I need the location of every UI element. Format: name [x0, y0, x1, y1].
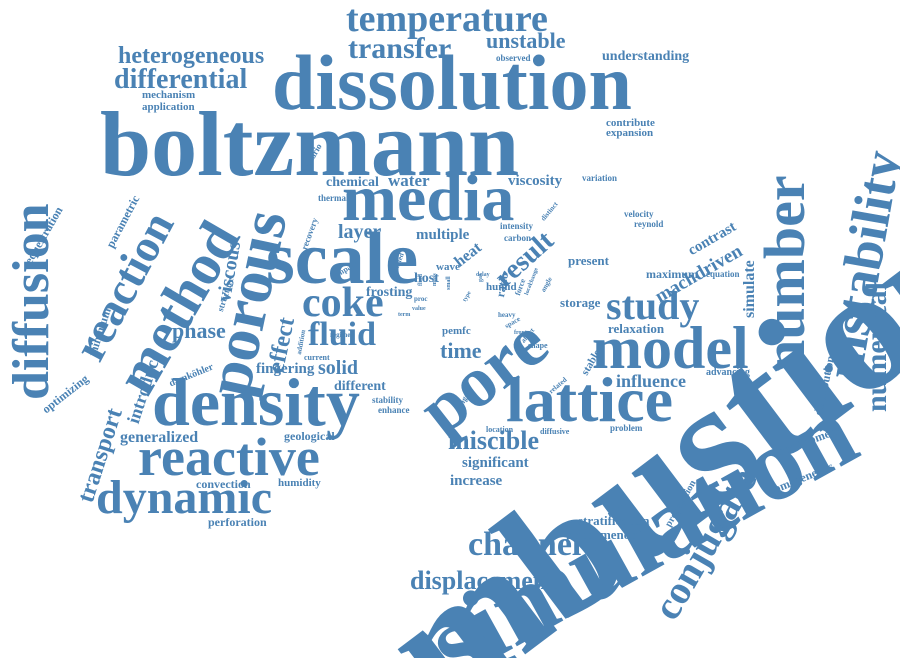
word-frosting: frosting: [366, 285, 413, 300]
word-geological: geological: [284, 429, 335, 443]
word-reynold: reynold: [634, 219, 664, 229]
word-storage: storage: [560, 295, 601, 310]
word-wave: wave: [436, 261, 460, 273]
word-simulate: simulate: [741, 260, 758, 318]
word-shape: shape: [528, 341, 548, 350]
word-carbon: carbon: [504, 233, 531, 243]
word-miscible: miscible: [448, 426, 539, 455]
word-viscosity: viscosity: [508, 173, 563, 189]
word-scale: scale: [266, 218, 419, 300]
word-delay: delay: [476, 272, 490, 278]
word-chemical: chemical: [326, 175, 379, 190]
word-ratio: ratio: [493, 271, 512, 299]
word-distinct: distinct: [539, 200, 560, 223]
word-fluid-small: fluid: [418, 273, 424, 286]
word-increase: increase: [450, 473, 503, 489]
word-humidity: humidity: [278, 477, 321, 489]
word-expansion: expansion: [606, 127, 654, 139]
word-multiple: multiple: [416, 227, 470, 243]
word-application: application: [142, 101, 195, 113]
word-time: time: [440, 338, 482, 363]
word-intensity: intensity: [500, 221, 534, 231]
word-number: number: [752, 175, 817, 372]
word-angle: angle: [539, 275, 555, 294]
word-temperature: temperature: [346, 0, 548, 40]
word-mechanism: mechanism: [142, 89, 196, 101]
word-influence: influence: [616, 371, 686, 391]
word-solid: solid: [318, 357, 359, 379]
word-velocity: velocity: [624, 209, 654, 219]
word-perforation: perforation: [208, 515, 267, 529]
word-mass: mass: [432, 273, 438, 286]
word-small: small: [446, 276, 452, 290]
word-fluid: fluid: [308, 316, 377, 353]
word-study: study: [606, 283, 700, 328]
word-maximum: maximum: [646, 267, 698, 281]
word-thermal: thermal: [318, 193, 349, 203]
word-pemfc: pemfc: [442, 325, 471, 337]
word-layer: layer: [338, 221, 382, 243]
word-unstable: unstable: [486, 28, 566, 53]
word-different: different: [334, 379, 386, 394]
word-stratification: stratification: [578, 513, 650, 528]
word-generalized: generalized: [120, 429, 199, 446]
word-water: water: [388, 171, 430, 190]
word-fingering: fingering: [256, 361, 315, 377]
word-location: location: [486, 425, 514, 434]
word-addition: addition: [295, 329, 308, 356]
word-enhance: enhance: [378, 405, 410, 415]
word-reactive: reactive: [138, 427, 320, 487]
word-media: media: [342, 162, 515, 235]
word-equation: equation: [706, 269, 740, 279]
word-contribute: contribute: [606, 117, 655, 129]
word-density: density: [152, 364, 360, 440]
word-convection: convection: [196, 477, 251, 491]
word-relaxation: relaxation: [608, 321, 665, 336]
word-diffusive: diffusive: [540, 427, 570, 436]
word-observed: observed: [496, 53, 531, 63]
word-front: front: [514, 330, 527, 336]
word-numerical: numerical: [860, 282, 893, 412]
word-dynamic: dynamic: [96, 471, 273, 524]
word-significant: significant: [462, 455, 529, 471]
word-stability: stability: [372, 395, 404, 405]
word-regime: regime: [330, 331, 351, 339]
word-humid: humid: [486, 281, 517, 293]
word-term: term: [398, 312, 411, 318]
word-current: current: [304, 353, 330, 362]
word-displacement: displacement: [410, 566, 556, 595]
word-advancing: advancing: [706, 367, 750, 378]
word-transfer: transfer: [348, 32, 452, 65]
word-problem: problem: [610, 423, 643, 433]
word-value: value: [412, 306, 426, 312]
word-phase: phase: [172, 318, 226, 343]
word-type: type: [462, 290, 473, 303]
word-differential: differential: [114, 64, 248, 95]
word-heterogeneous: heterogeneous: [118, 43, 265, 69]
word-host: host: [414, 271, 439, 286]
word-coke: coke: [302, 280, 384, 326]
word-heavy: heavy: [498, 311, 516, 319]
word-lattice: lattice: [506, 364, 673, 435]
word-gas: gas: [478, 273, 484, 282]
word-boltzmann: boltzmann: [100, 93, 520, 195]
word-present: present: [568, 253, 609, 268]
word-model: model: [592, 315, 749, 381]
word-phenomenon: phenomenon: [566, 527, 638, 542]
word-variation: variation: [582, 173, 617, 183]
word-proc: proc: [414, 295, 428, 303]
word-dissolution: dissolution: [272, 39, 632, 126]
word-understanding: understanding: [602, 49, 690, 64]
word-channel: channel: [468, 526, 582, 563]
